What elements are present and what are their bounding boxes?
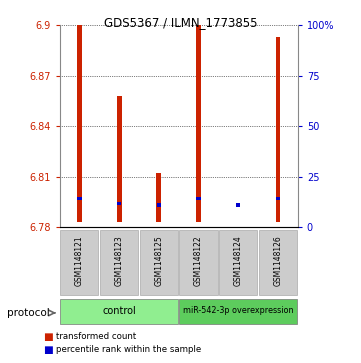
- Text: GSM1148124: GSM1148124: [234, 236, 243, 286]
- Bar: [219, 230, 257, 295]
- Bar: [117, 201, 121, 205]
- Text: GSM1148123: GSM1148123: [115, 236, 123, 286]
- Text: protocol: protocol: [7, 308, 50, 318]
- Bar: [179, 230, 218, 295]
- Bar: [60, 299, 178, 323]
- Bar: [236, 203, 240, 207]
- Text: percentile rank within the sample: percentile rank within the sample: [56, 345, 201, 354]
- Bar: [196, 196, 201, 200]
- Bar: [100, 230, 138, 295]
- Text: GSM1148125: GSM1148125: [155, 236, 163, 286]
- Bar: [117, 96, 122, 222]
- Bar: [157, 203, 161, 207]
- Bar: [77, 196, 82, 200]
- Bar: [77, 25, 82, 222]
- Text: GSM1148121: GSM1148121: [75, 236, 84, 286]
- Bar: [156, 173, 161, 222]
- Bar: [259, 230, 297, 295]
- Text: miR-542-3p overexpression: miR-542-3p overexpression: [183, 306, 293, 315]
- Text: control: control: [102, 306, 136, 316]
- Bar: [275, 37, 280, 222]
- Bar: [179, 299, 297, 323]
- Bar: [276, 196, 280, 200]
- Text: GSM1148122: GSM1148122: [194, 236, 203, 286]
- Text: ■: ■: [43, 331, 53, 342]
- Bar: [196, 25, 201, 222]
- Bar: [140, 230, 178, 295]
- Bar: [60, 230, 99, 295]
- Text: transformed count: transformed count: [56, 332, 136, 341]
- Text: GDS5367 / ILMN_1773855: GDS5367 / ILMN_1773855: [104, 16, 257, 29]
- Text: ■: ■: [43, 344, 53, 355]
- Text: GSM1148126: GSM1148126: [274, 236, 282, 286]
